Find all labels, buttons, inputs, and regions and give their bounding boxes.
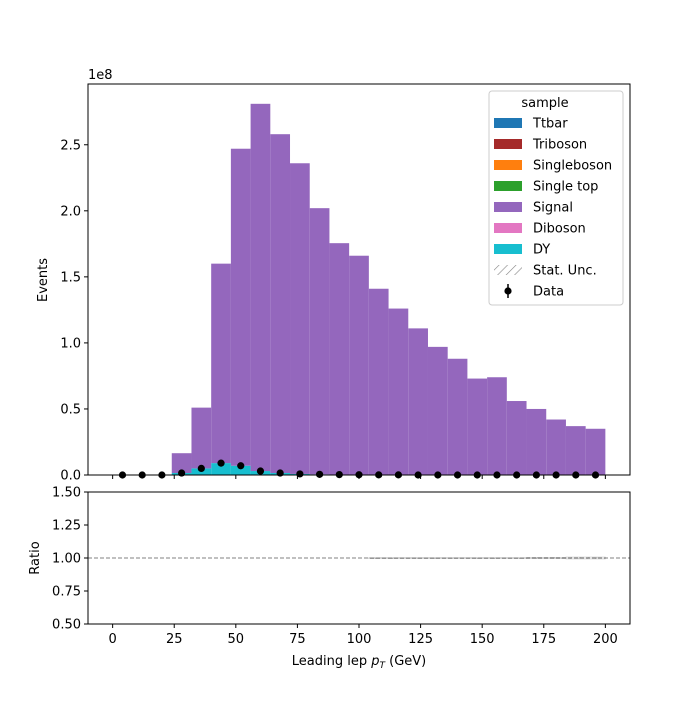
ratio-x-tick-label-0: 0 <box>108 632 116 647</box>
bar-signal-14 <box>389 309 409 475</box>
bar-signal-24 <box>586 429 606 475</box>
main-y-tick-label-5: 2.5 <box>60 138 81 153</box>
legend-swatch-stat-unc- <box>494 265 522 275</box>
ratio-x-tick-label-4: 100 <box>347 632 372 647</box>
bar-signal-9 <box>290 163 310 474</box>
bar-signal-8 <box>270 134 290 473</box>
main-y-tick-label-2: 1.0 <box>60 336 81 351</box>
ratio-x-tick-label-5: 125 <box>408 632 433 647</box>
data-point-8 <box>277 469 284 476</box>
x-axis-label-suffix: (GeV) <box>385 654 426 669</box>
legend-label-dy: DY <box>533 243 550 258</box>
bar-signal-16 <box>428 347 448 475</box>
legend-swatch-singleboson <box>494 160 522 170</box>
ratio-y-tick-label-1: 0.75 <box>52 585 81 600</box>
legend: sample Ttbar Triboson Singleboson Single top… <box>489 91 623 305</box>
ratio-x-tick-label-8: 200 <box>593 632 618 647</box>
bar-signal-13 <box>369 289 389 475</box>
main-y-tick-label-4: 2.0 <box>60 204 81 219</box>
data-point-4 <box>198 465 205 472</box>
bar-signal-5 <box>211 264 231 463</box>
x-axis-label-prefix: Leading lep <box>292 654 371 669</box>
legend-swatch-diboson <box>494 223 522 233</box>
legend-label-diboson: Diboson <box>533 222 586 237</box>
bar-signal-20 <box>507 401 527 475</box>
data-point-7 <box>257 467 264 474</box>
bar-signal-23 <box>566 426 586 475</box>
main-y-tick-label-3: 1.5 <box>60 270 81 285</box>
data-point-10 <box>316 471 323 478</box>
ratio-x-tick-label-7: 175 <box>531 632 556 647</box>
offset-text: 1e8 <box>88 68 113 83</box>
legend-swatch-signal <box>494 202 522 212</box>
ratio-y-tick-label-0: 0.50 <box>52 618 81 633</box>
data-point-3 <box>178 469 185 476</box>
bar-signal-19 <box>487 377 507 475</box>
main-y-tick-label-1: 0.5 <box>60 402 81 417</box>
bar-signal-15 <box>408 328 428 475</box>
bar-signal-18 <box>467 379 487 475</box>
ratio-x-tick-label-6: 150 <box>470 632 495 647</box>
x-axis-label: Leading lep pT (GeV) <box>292 654 426 671</box>
legend-title: sample <box>521 96 568 111</box>
ratio-panel: 0 25 50 75 100 125 150 175 200 0.50 0.75 1.00 1.25 1.… <box>52 486 630 648</box>
bar-signal-21 <box>527 409 547 475</box>
bar-signal-10 <box>310 208 330 474</box>
bar-signal-11 <box>329 243 349 474</box>
y-axis-label: Events <box>36 258 51 302</box>
legend-label-singleboson: Singleboson <box>533 159 612 174</box>
legend-label-data: Data <box>533 285 564 300</box>
bar-signal-7 <box>251 104 271 471</box>
legend-label-stat-unc-: Stat. Unc. <box>533 264 597 279</box>
ratio-x-tick-label-3: 75 <box>289 632 306 647</box>
legend-swatch-dy <box>494 244 522 254</box>
ratio-x-tick-label-1: 25 <box>166 632 183 647</box>
legend-swatch-ttbar <box>494 118 522 128</box>
legend-label-ttbar: Ttbar <box>532 117 568 132</box>
bar-signal-4 <box>191 408 211 469</box>
data-point-6 <box>237 462 244 469</box>
legend-label-single-top: Single top <box>533 180 598 195</box>
main-panel: 0.0 0.5 1.0 1.5 2.0 2.5 sample Ttbar Triboson Sin… <box>60 84 630 484</box>
bar-signal-12 <box>349 256 369 475</box>
legend-label-triboson: Triboson <box>532 138 587 153</box>
ratio-y-tick-label-2: 1.00 <box>52 552 81 567</box>
bar-signal-22 <box>546 420 566 475</box>
bar-signal-6 <box>231 149 251 466</box>
ratio-y-axis-label: Ratio <box>28 541 43 574</box>
legend-marker-data <box>504 287 511 294</box>
ratio-y-tick-label-4: 1.50 <box>52 486 81 501</box>
legend-label-signal: Signal <box>533 201 573 216</box>
main-y-tick-label-0: 0.0 <box>60 469 81 484</box>
x-axis-label-var: p <box>370 654 379 669</box>
data-point-5 <box>217 460 224 467</box>
bar-signal-17 <box>448 359 468 475</box>
ratio-y-tick-label-3: 1.25 <box>52 519 81 534</box>
legend-swatch-single-top <box>494 181 522 191</box>
legend-swatch-triboson <box>494 139 522 149</box>
ratio-x-tick-label-2: 50 <box>228 632 245 647</box>
